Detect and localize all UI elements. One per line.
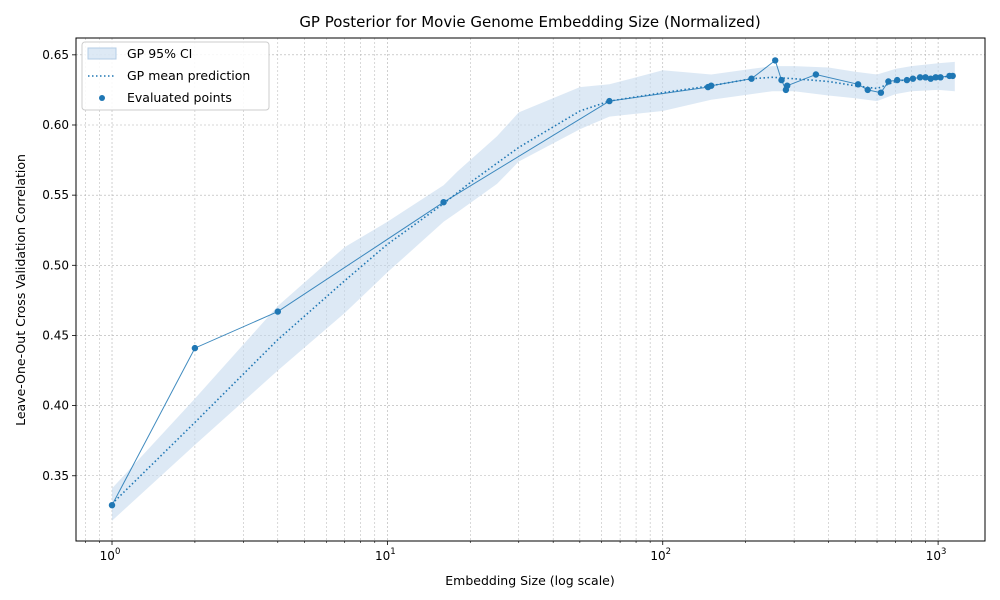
legend-swatch-ci [87,47,117,60]
x-tick-label: 102 [650,547,671,563]
evaluated-point [932,74,939,81]
axes-frame [75,37,986,542]
major-gridlines [76,38,985,541]
evaluated-point [877,89,885,96]
evaluated-point [440,199,447,206]
x-tick-label-exponent: 0 [115,547,120,557]
evaluated-point [606,97,613,105]
y-axis-ticks: 0.35 0.40 0.45 0.50 0.55 0.60 0.65 [42,48,76,483]
x-axis-ticks: 100 101 102 103 [85,541,946,563]
evaluated-point [108,502,116,509]
y-tick-label: 0.65 [42,48,69,62]
legend-swatch-points [99,95,105,101]
evaluated-point [885,78,892,85]
legend-label-mean: GP mean prediction [127,68,250,83]
evaluated-point [922,74,929,81]
evaluated-point [894,76,901,84]
y-tick-label: 0.45 [42,328,69,342]
evaluated-point [937,74,944,81]
x-tick-label-exponent: 2 [666,547,671,557]
evaluated-point [927,75,934,82]
x-tick-label: 101 [375,547,396,563]
x-axis-label: Embedding Size (log scale) [445,573,615,588]
x-tick-label-exponent: 1 [390,547,395,557]
evaluated-point [778,76,785,84]
evaluated-point [708,82,715,89]
x-tick-label-base: 10 [926,549,941,563]
y-tick-label: 0.60 [42,118,69,132]
evaluated-point [274,308,281,315]
evaluated-point [772,57,779,64]
x-tick-label-exponent: 3 [941,547,946,557]
evaluated-point [854,81,862,88]
evaluated-point [916,74,924,81]
evaluated-point [748,75,755,82]
y-tick-label: 0.35 [42,469,69,483]
x-tick-label: 103 [926,547,947,563]
y-tick-label: 0.50 [42,258,69,272]
evaluated-point [949,72,956,80]
y-axis-label: Leave-One-Out Cross Validation Correlati… [13,154,28,426]
chart-title: GP Posterior for Movie Genome Embedding … [299,13,760,31]
evaluated-point [784,82,791,89]
legend-label-points: Evaluated points [127,90,232,105]
legend-label-ci: GP 95% CI [127,46,192,61]
evaluated-point [864,86,871,94]
x-tick-label-base: 10 [100,549,115,563]
evaluated-point [191,344,199,352]
y-tick-label: 0.55 [42,188,69,202]
legend-frame [81,41,270,111]
evaluated-point [909,75,917,82]
gp-mean-line [111,75,955,505]
x-tick-label-base: 10 [375,549,390,563]
ci-band [112,61,955,521]
evaluated-points [108,57,956,509]
x-tick-label-base: 10 [650,549,665,563]
legend: GP 95% CI GP mean prediction Evaluated p… [81,41,270,111]
evaluated-point [812,71,820,78]
y-tick-label: 0.40 [42,399,69,413]
evaluated-point [903,76,911,84]
x-tick-label: 100 [100,547,121,563]
